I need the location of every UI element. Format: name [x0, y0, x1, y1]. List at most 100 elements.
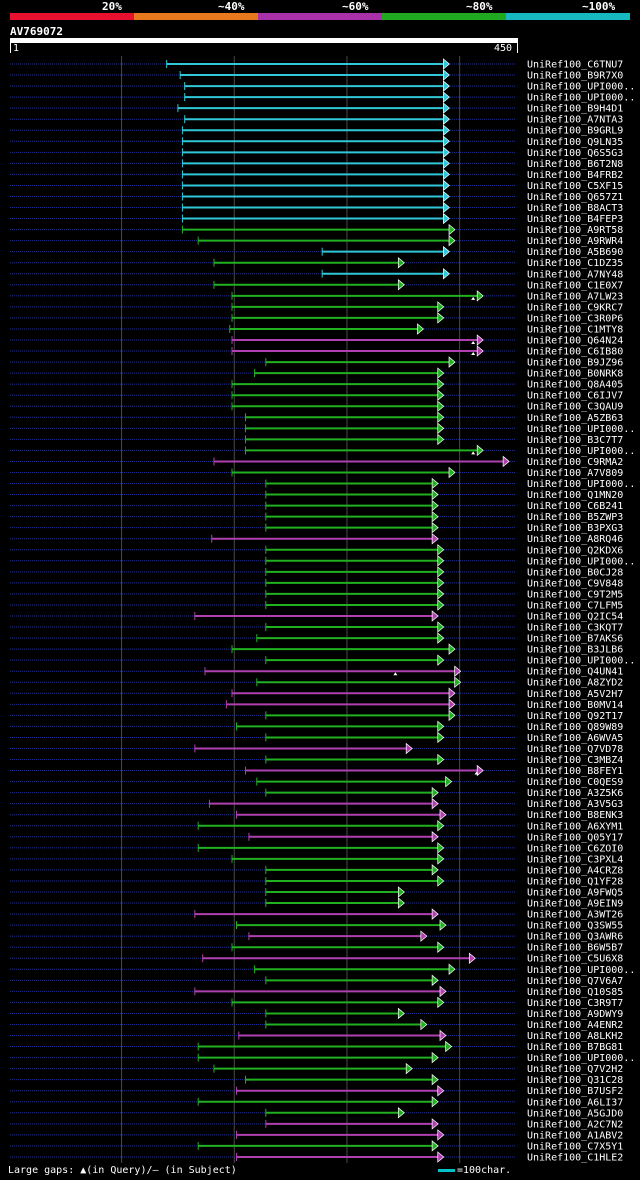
hit-arrow: [443, 80, 450, 92]
hit-label: UniRef100_B6W5B7: [527, 943, 623, 954]
hit-arrow: [437, 1084, 445, 1097]
hit-label: UniRef100_Q657Z1: [527, 192, 623, 203]
ruler-start: 1: [13, 43, 20, 54]
hit-label: UniRef100_B9H4D1: [527, 104, 623, 115]
hit-label: UniRef100_C6ZOI0: [527, 843, 623, 854]
hit-arrow: [431, 1073, 439, 1086]
hit-label: UniRef100_A6WVA5: [527, 733, 623, 744]
hit-label: UniRef100_A8LKH2: [527, 1031, 623, 1042]
hit-label: UniRef100_A7V809: [527, 468, 623, 479]
hit-label: UniRef100_C3R0P6: [527, 313, 623, 324]
hit-label: UniRef100_A5GJD0: [527, 1108, 623, 1119]
gap-marker: [393, 672, 398, 676]
hit-arrow: [437, 632, 445, 644]
legend-bar-3: [382, 13, 506, 20]
hit-label: UniRef100_B9JZ96: [527, 358, 623, 369]
hit-arrow: [405, 742, 413, 755]
hit-arrow: [431, 488, 439, 501]
hit-label: UniRef100_B8ENK3: [527, 810, 623, 821]
legend-label-2: ~60%: [342, 0, 369, 13]
hit-arrow: [437, 1151, 445, 1163]
hit-arrow: [417, 323, 425, 335]
hit-label: UniRef100_Q89W89: [527, 722, 623, 733]
hit-arrow: [443, 157, 450, 170]
hit-label: UniRef100_UPI000..: [527, 479, 635, 490]
hit-label: UniRef100_C5U6X8: [527, 954, 623, 965]
hit-arrow: [397, 886, 405, 898]
hit-arrow: [437, 941, 445, 953]
hit-arrow: [454, 676, 462, 688]
hit-label: UniRef100_B7AKS6: [527, 634, 623, 645]
hit-arrow: [431, 1140, 439, 1152]
hit-arrow: [431, 532, 439, 545]
hit-arrow: [437, 753, 445, 766]
hit-arrow: [420, 930, 428, 942]
scale-swatch: [438, 1168, 455, 1172]
identity-legend: 20% ~40% ~60% ~80% ~100%: [0, 0, 640, 22]
hit-label: UniRef100_B3JLB6: [527, 645, 623, 656]
hit-label: UniRef100_Q2IC54: [527, 612, 623, 623]
hit-arrow: [431, 521, 439, 534]
hit-arrow: [443, 268, 450, 280]
hit-label: UniRef100_B9GRL9: [527, 126, 623, 137]
hit-label: UniRef100_B7USF2: [527, 1086, 623, 1097]
hit-arrow: [439, 985, 447, 998]
hit-arrow: [443, 168, 450, 181]
hit-label: UniRef100_C6IB80: [527, 347, 623, 358]
hit-arrow: [397, 1007, 405, 1020]
hit-label: UniRef100_B6T2N8: [527, 159, 623, 170]
hit-label: UniRef100_A3WT26: [527, 910, 623, 921]
hit-arrow: [443, 179, 450, 192]
hit-arrow: [443, 190, 450, 203]
query-label: AV769072: [10, 25, 63, 38]
hit-label: UniRef100_A5V2H7: [527, 689, 623, 700]
hit-arrow: [443, 58, 450, 70]
hit-label: UniRef100_Q92T17: [527, 711, 623, 722]
hit-arrow: [437, 400, 445, 412]
hit-label: UniRef100_UPI000..: [527, 82, 635, 93]
hit-arrow: [431, 1118, 439, 1130]
hit-arrow: [397, 1107, 405, 1119]
hit-label: UniRef100_C1DZ35: [527, 258, 623, 269]
hit-arrow: [476, 444, 484, 457]
hit-arrow: [437, 566, 445, 578]
hit-label: UniRef100_B0NRK8: [527, 369, 623, 380]
hit-label: UniRef100_UPI000..: [527, 965, 635, 976]
hit-arrow: [397, 256, 405, 269]
hit-arrow: [443, 102, 450, 114]
hit-arrow: [443, 124, 450, 136]
hit-arrow: [448, 963, 456, 976]
hit-label: UniRef100_C9T2M5: [527, 589, 623, 600]
hit-label: UniRef100_B0MV14: [527, 700, 623, 711]
hit-arrow: [437, 599, 445, 611]
hit-label: UniRef100_B0CJ28: [527, 567, 623, 578]
hit-arrow: [431, 610, 439, 622]
hit-arrow: [476, 334, 484, 346]
hit-label: UniRef100_C6TNU7: [527, 60, 623, 71]
hit-arrow: [431, 499, 439, 512]
hit-arrow: [437, 875, 445, 887]
hit-arrow: [437, 411, 445, 424]
hit-label: UniRef100_C9RMA2: [527, 457, 623, 468]
hit-label: UniRef100_C9KRC7: [527, 302, 623, 313]
hit-label: UniRef100_Q1MN20: [527, 490, 623, 501]
hit-label: UniRef100_UPI000..: [527, 93, 635, 104]
gap-marker: [471, 352, 476, 356]
hit-arrow: [437, 1129, 445, 1141]
hit-arrow: [397, 897, 405, 909]
hit-arrow: [431, 797, 439, 810]
hit-label: UniRef100_UPI000..: [527, 446, 635, 457]
hit-label: UniRef100_A8RQ46: [527, 534, 623, 545]
gap-legend: Large gaps: ▲(in Query)/– (in Subject): [8, 1165, 237, 1176]
hit-arrow: [437, 853, 445, 865]
hit-label: UniRef100_A7NTA3: [527, 115, 623, 126]
hit-label: UniRef100_Q9LN35: [527, 137, 623, 148]
hit-label: UniRef100_C1E0X7: [527, 280, 623, 291]
hit-arrow: [431, 831, 439, 843]
hit-label: UniRef100_C0QES9: [527, 777, 623, 788]
hit-arrow: [437, 577, 445, 589]
hit-arrow: [443, 146, 450, 159]
legend-label-1: ~40%: [218, 0, 245, 13]
ruler-end: 450: [494, 43, 513, 54]
scale-label: =100char.: [457, 1165, 512, 1176]
